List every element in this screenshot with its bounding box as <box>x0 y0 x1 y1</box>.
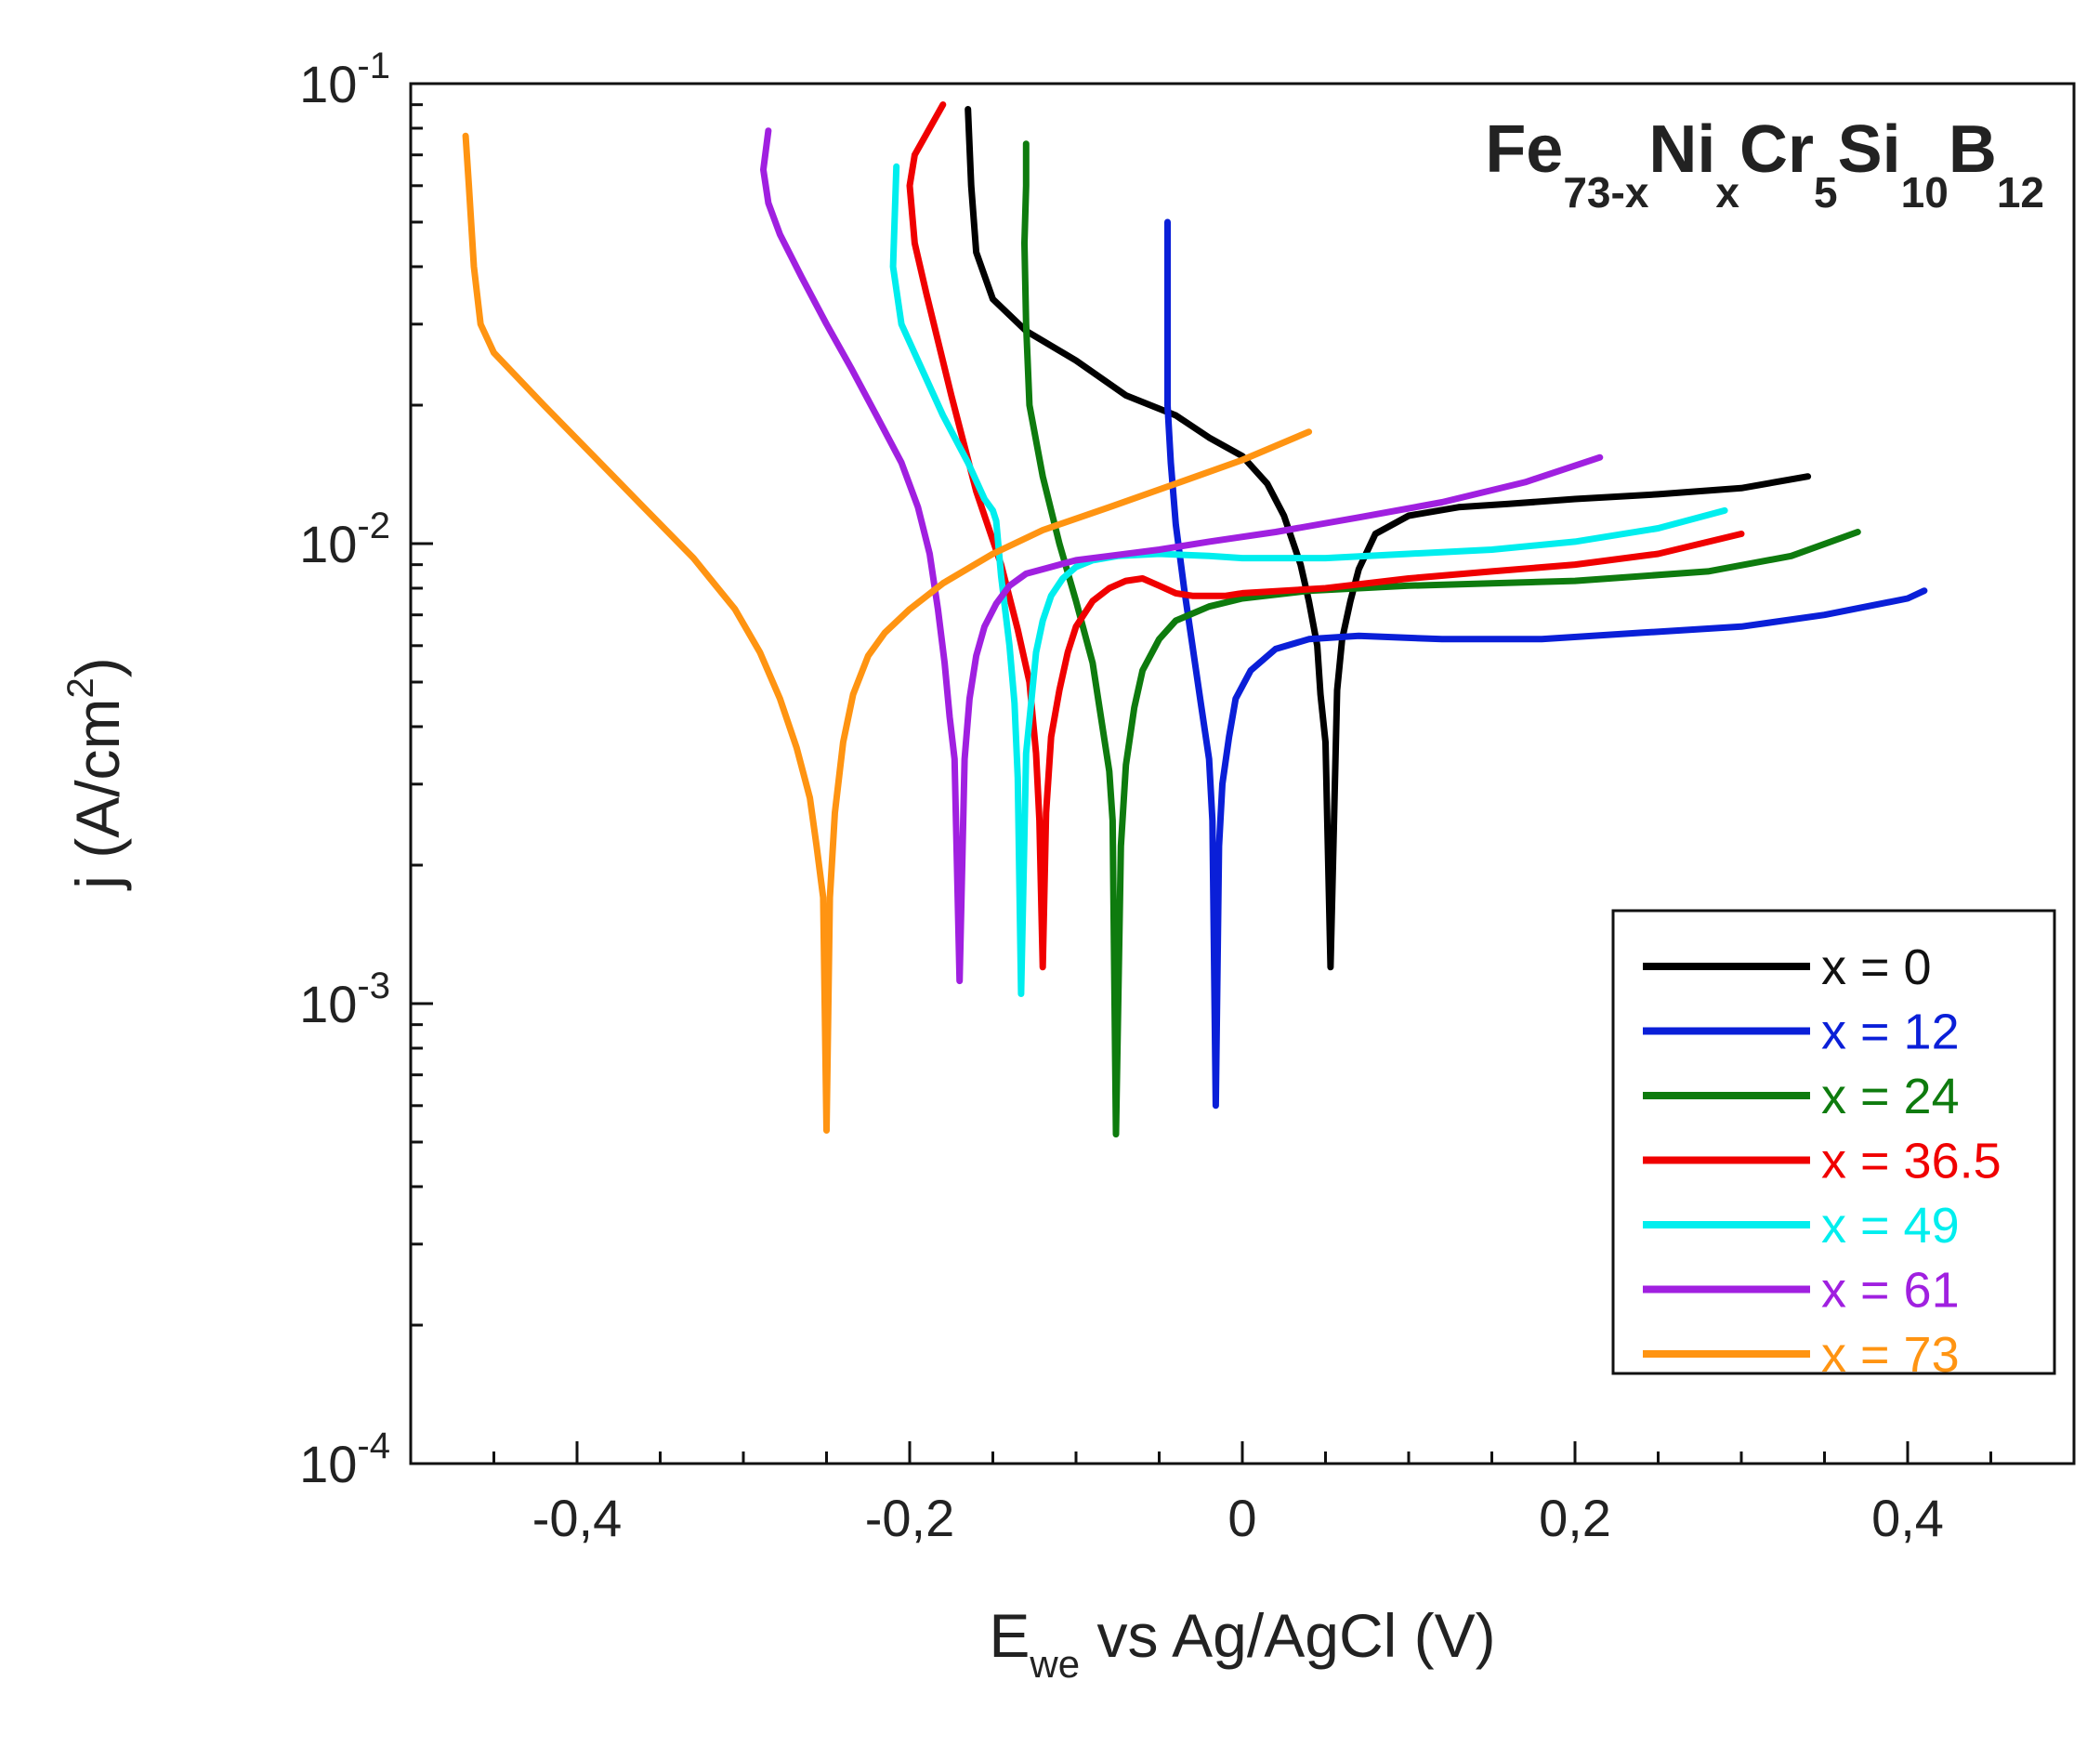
legend-label: x = 73 <box>1821 1327 1960 1383</box>
series-line <box>906 101 1745 971</box>
x-axis: -0,4 -0,2 0 0,2 0,4 <box>492 1441 1992 1547</box>
legend-label: x = 24 <box>1821 1069 1960 1124</box>
series-line <box>1164 218 1928 1110</box>
series-line <box>462 132 1313 1134</box>
x-axis-title: Ewe vs Ag/AgCl (V) <box>989 1601 1495 1686</box>
y-tick-label: 10-3 <box>299 965 390 1033</box>
y-axis: 10-4 10-3 10-2 10-1 <box>299 46 433 1493</box>
x-tick-label: 0,4 <box>1871 1489 1944 1547</box>
legend-label: x = 49 <box>1821 1198 1960 1254</box>
legend-label: x = 36.5 <box>1821 1134 2002 1189</box>
y-tick-label: 10-2 <box>299 506 390 573</box>
legend-label: x = 12 <box>1821 1005 1960 1060</box>
y-axis-title: j (A/cm2) <box>60 657 132 891</box>
chart-title-text: Fe73-xNixCr5Si10B12 <box>1485 112 2044 217</box>
series-line <box>760 127 1604 985</box>
legend-label: x = 61 <box>1821 1263 1960 1319</box>
legend: x = 0 x = 12 x = 24 x = 36.5 x = 49 x = 61 x =… <box>1611 909 2056 1383</box>
series-line <box>1021 140 1861 1138</box>
x-tick-label: 0 <box>1227 1489 1256 1547</box>
x-tick-label: -0,4 <box>532 1489 623 1547</box>
legend-box <box>1611 909 2056 1375</box>
y-tick-label: 10-1 <box>299 46 390 113</box>
series-layer <box>462 101 1928 1138</box>
chart-title: Fe73-xNixCr5Si10B12 <box>1485 112 2044 217</box>
y-tick-label: 10-4 <box>299 1425 390 1493</box>
series-line <box>889 163 1728 997</box>
legend-label: x = 0 <box>1821 939 1932 995</box>
series-line <box>965 106 1812 971</box>
x-tick-label: 0,2 <box>1539 1489 1611 1547</box>
x-tick-label: -0,2 <box>865 1489 955 1547</box>
